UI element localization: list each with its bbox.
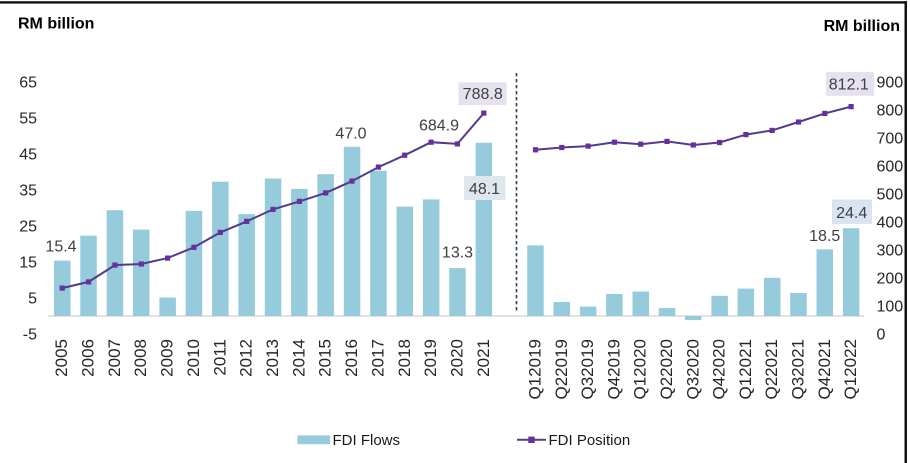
svg-text:2016: 2016 [342, 339, 361, 377]
svg-text:800: 800 [877, 103, 904, 120]
svg-text:35: 35 [19, 183, 37, 200]
svg-text:900: 900 [877, 75, 904, 92]
svg-text:500: 500 [877, 187, 904, 204]
svg-text:45: 45 [19, 147, 37, 164]
svg-text:2015: 2015 [316, 339, 335, 377]
svg-text:2011: 2011 [210, 339, 229, 376]
svg-text:2012: 2012 [237, 339, 256, 377]
svg-text:18.5: 18.5 [809, 228, 840, 245]
svg-text:300: 300 [877, 243, 904, 260]
svg-text:2019: 2019 [421, 339, 440, 377]
svg-text:24.4: 24.4 [836, 205, 867, 222]
svg-text:Q12019: Q12019 [526, 339, 545, 400]
svg-text:Q32021: Q32021 [789, 339, 808, 400]
svg-text:Q32020: Q32020 [683, 339, 702, 400]
svg-text:15.4: 15.4 [45, 239, 76, 256]
svg-text:2018: 2018 [395, 339, 414, 377]
svg-text:Q32019: Q32019 [578, 339, 597, 400]
svg-text:2008: 2008 [131, 339, 150, 377]
svg-text:200: 200 [877, 271, 904, 288]
svg-text:RM billion: RM billion [824, 18, 900, 35]
svg-text:100: 100 [877, 299, 904, 316]
svg-text:5: 5 [28, 291, 37, 308]
svg-text:788.8: 788.8 [463, 86, 503, 103]
svg-text:684.9: 684.9 [419, 118, 459, 135]
svg-text:Q42019: Q42019 [604, 339, 623, 400]
svg-text:-5: -5 [23, 327, 37, 344]
svg-text:2013: 2013 [263, 339, 282, 377]
svg-text:15: 15 [19, 255, 37, 272]
svg-text:2009: 2009 [158, 339, 177, 377]
svg-text:RM billion: RM billion [18, 16, 94, 33]
svg-text:2017: 2017 [368, 339, 387, 377]
svg-text:FDI Position: FDI Position [549, 432, 631, 449]
svg-text:Q12020: Q12020 [631, 339, 650, 400]
svg-text:2005: 2005 [52, 339, 71, 377]
svg-text:Q42021: Q42021 [815, 339, 834, 400]
svg-text:55: 55 [19, 111, 37, 128]
svg-text:2007: 2007 [105, 339, 124, 377]
svg-text:2020: 2020 [447, 339, 466, 377]
svg-text:FDI Flows: FDI Flows [333, 432, 401, 449]
svg-text:Q22021: Q22021 [762, 339, 781, 400]
svg-text:65: 65 [19, 75, 37, 92]
svg-text:812.1: 812.1 [829, 77, 869, 94]
svg-text:700: 700 [877, 131, 904, 148]
svg-text:Q12021: Q12021 [736, 339, 755, 400]
svg-text:2006: 2006 [79, 339, 98, 377]
svg-text:2021: 2021 [474, 339, 493, 377]
svg-text:Q22019: Q22019 [552, 339, 571, 400]
svg-text:2014: 2014 [289, 339, 308, 377]
svg-text:600: 600 [877, 159, 904, 176]
svg-text:13.3: 13.3 [442, 245, 473, 262]
svg-text:0: 0 [877, 327, 886, 344]
svg-text:2010: 2010 [184, 339, 203, 377]
svg-text:47.0: 47.0 [335, 126, 366, 143]
svg-text:Q42020: Q42020 [710, 339, 729, 400]
svg-text:400: 400 [877, 215, 904, 232]
svg-text:25: 25 [19, 219, 37, 236]
svg-text:Q12022: Q12022 [841, 339, 860, 400]
svg-text:Q22020: Q22020 [657, 339, 676, 400]
svg-text:48.1: 48.1 [469, 181, 500, 198]
